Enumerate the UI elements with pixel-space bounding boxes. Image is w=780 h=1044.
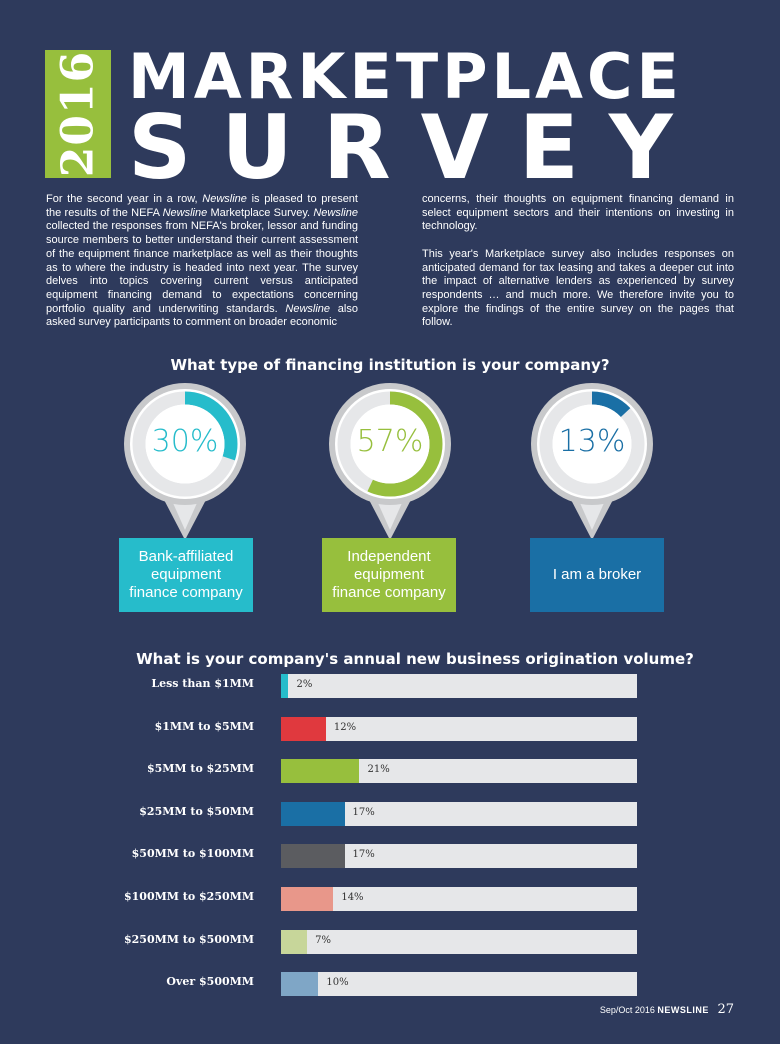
bar-track: 2% [281, 674, 637, 698]
donut-slice-bank [132, 391, 238, 497]
footer-publication: NEWSLINE [657, 1005, 709, 1015]
bar-fill [281, 887, 334, 911]
bar-track: 7% [281, 929, 637, 954]
publication-name: Newsline [162, 206, 208, 219]
bar-category-label: $25MM to $50MM [139, 804, 254, 818]
intro-text: For the second year in a row, [46, 193, 203, 205]
page-number: 27 [717, 1002, 734, 1017]
bar-category-label: $250MM to $500MM [123, 932, 254, 946]
donut-pct-bank: 30% [151, 424, 219, 459]
publication-name: Newsline [313, 206, 358, 219]
bar-row: $250MM to $500MM 7% [0, 929, 780, 954]
bar-value-label: 14% [341, 892, 364, 903]
footer: Sep/Oct 2016 NEWSLINE 27 [600, 1002, 734, 1017]
bar-value-label: 2% [296, 679, 313, 690]
donut-pct-broker: 13% [558, 424, 626, 459]
publication-name: Newsline [202, 193, 247, 205]
bar-track: 21% [281, 759, 637, 784]
bar-fill [281, 801, 345, 826]
bar-track: 17% [281, 801, 637, 826]
intro-paragraph-2: concerns, their thoughts on equipment fi… [422, 193, 734, 233]
donut-center [350, 404, 430, 484]
title-marketplace: MARKETPLACE [128, 46, 683, 108]
donut-chart-bank [124, 383, 246, 540]
donut-independent: 57% [323, 382, 457, 542]
label-bank: Bank-affiliated equipment finance compan… [119, 538, 253, 612]
donut-slice-broker [539, 391, 645, 497]
bar-fill [281, 716, 326, 741]
donut-broker: 13% [525, 382, 659, 542]
donut-bank: 30% [118, 382, 252, 542]
bar-track: 10% [281, 972, 637, 997]
intro-text: collected the responses from NEFA's brok… [46, 220, 358, 315]
year-text: 2016 [52, 50, 104, 178]
intro-text: Marketplace Survey. [207, 206, 314, 219]
bar-value-label: 10% [326, 977, 349, 989]
donut-chart-broker [531, 383, 653, 540]
bar-row: $50MM to $100MM 17% [0, 844, 780, 869]
bar-row: $5MM to $25MM 21% [0, 759, 780, 784]
bar-row: $100MM to $250MM 14% [0, 887, 780, 911]
donut-chart-independent [329, 383, 451, 540]
intro-paragraph-1: For the second year in a row, Newsline i… [46, 193, 358, 330]
bar-track: 14% [281, 887, 637, 911]
bar-category-label: $50MM to $100MM [131, 847, 254, 861]
bar-track: 17% [281, 844, 637, 869]
bar-row: Less than $1MM 2% [0, 674, 780, 698]
intro-paragraph-3: This year's Marketplace survey also incl… [422, 247, 734, 329]
intro-left-column: For the second year in a row, Newsline i… [46, 193, 358, 344]
bar-row: $25MM to $50MM 17% [0, 801, 780, 826]
label-independent: Independent equipment finance company [322, 538, 456, 612]
intro-text: is pleased to present the results of the… [46, 193, 358, 219]
bar-value-label: 17% [352, 849, 375, 861]
bar-fill [281, 844, 345, 869]
bar-category-label: $5MM to $25MM [146, 762, 254, 776]
bar-row: Over $500MM 10% [0, 972, 780, 997]
bar-category-label: $100MM to $250MM [123, 890, 254, 903]
title-survey: SURVEY [128, 104, 703, 192]
bar-track: 12% [281, 716, 637, 741]
bar-category-label: Over $500MM [166, 975, 254, 989]
bar-category-label: Less than $1MM [151, 677, 254, 690]
bar-fill [281, 674, 289, 698]
question-institution-type: What type of financing institution is yo… [170, 356, 610, 374]
intro-text: also asked survey participants to commen… [46, 302, 358, 329]
footer-issue: Sep/Oct 2016 [599, 1005, 655, 1015]
bar-fill [281, 929, 308, 954]
question-origination-volume: What is your company's annual new busine… [136, 650, 694, 668]
bar-value-label: 17% [352, 806, 375, 818]
donut-center [145, 404, 225, 484]
donut-center [552, 404, 632, 484]
bar-row: $1MM to $5MM 12% [0, 716, 780, 741]
bar-value-label: 21% [367, 764, 390, 776]
bar-fill [281, 759, 360, 784]
bar-category-label: $1MM to $5MM [154, 719, 254, 733]
publication-name: Newsline [285, 302, 331, 315]
intro-right-column: concerns, their thoughts on equipment fi… [422, 193, 734, 344]
bar-fill [281, 972, 319, 997]
donut-pct-independent: 57% [356, 424, 424, 459]
label-broker: I am a broker [530, 538, 664, 612]
bar-value-label: 12% [333, 721, 357, 733]
bar-value-label: 7% [315, 934, 332, 946]
donut-slice-independent [337, 391, 443, 497]
year-badge: 2016 [45, 50, 111, 178]
